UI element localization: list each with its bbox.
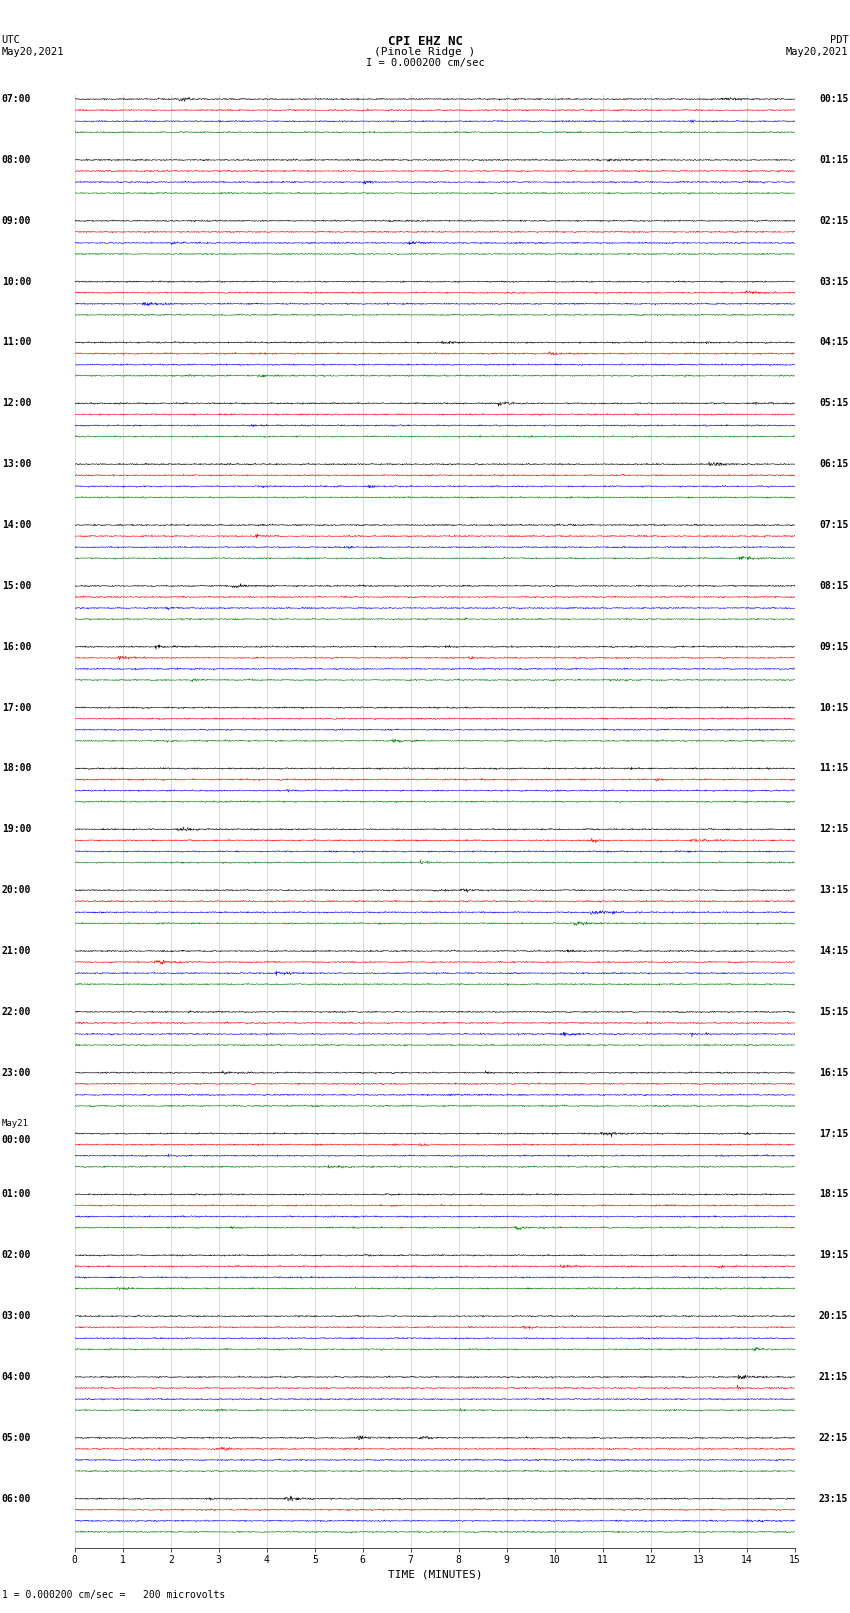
Text: 20:15: 20:15 [819, 1311, 848, 1321]
Text: 08:00: 08:00 [2, 155, 31, 165]
Text: 03:00: 03:00 [2, 1311, 31, 1321]
Text: 00:15: 00:15 [819, 94, 848, 105]
Text: 01:00: 01:00 [2, 1189, 31, 1200]
Text: 16:00: 16:00 [2, 642, 31, 652]
Text: 05:15: 05:15 [819, 398, 848, 408]
Text: 17:15: 17:15 [819, 1129, 848, 1139]
Text: 15:00: 15:00 [2, 581, 31, 590]
Text: 13:00: 13:00 [2, 460, 31, 469]
Text: 18:00: 18:00 [2, 763, 31, 774]
Text: 01:15: 01:15 [819, 155, 848, 165]
Text: 23:00: 23:00 [2, 1068, 31, 1077]
Text: 02:15: 02:15 [819, 216, 848, 226]
Text: 19:15: 19:15 [819, 1250, 848, 1260]
Text: 10:00: 10:00 [2, 277, 31, 287]
Text: 11:15: 11:15 [819, 763, 848, 774]
Text: 08:15: 08:15 [819, 581, 848, 590]
Text: 07:15: 07:15 [819, 519, 848, 531]
Text: 06:15: 06:15 [819, 460, 848, 469]
Text: 00:00: 00:00 [2, 1136, 31, 1145]
Text: 10:15: 10:15 [819, 703, 848, 713]
Text: 09:00: 09:00 [2, 216, 31, 226]
Text: 09:15: 09:15 [819, 642, 848, 652]
Text: 12:00: 12:00 [2, 398, 31, 408]
Text: 21:00: 21:00 [2, 945, 31, 957]
Text: 13:15: 13:15 [819, 886, 848, 895]
Text: 22:15: 22:15 [819, 1432, 848, 1444]
Text: 04:00: 04:00 [2, 1373, 31, 1382]
Text: 02:00: 02:00 [2, 1250, 31, 1260]
Text: 17:00: 17:00 [2, 703, 31, 713]
Text: 14:00: 14:00 [2, 519, 31, 531]
Text: 18:15: 18:15 [819, 1189, 848, 1200]
Text: 05:00: 05:00 [2, 1432, 31, 1444]
Text: 16:15: 16:15 [819, 1068, 848, 1077]
Text: May20,2021: May20,2021 [2, 47, 65, 56]
Text: CPI EHZ NC: CPI EHZ NC [388, 35, 462, 48]
Text: May21: May21 [2, 1119, 29, 1129]
Text: PDT: PDT [830, 35, 848, 45]
Text: 15:15: 15:15 [819, 1007, 848, 1016]
Text: 07:00: 07:00 [2, 94, 31, 105]
Text: (Pinole Ridge ): (Pinole Ridge ) [374, 47, 476, 56]
Text: 20:00: 20:00 [2, 886, 31, 895]
Text: May20,2021: May20,2021 [785, 47, 848, 56]
Text: 21:15: 21:15 [819, 1373, 848, 1382]
Text: 19:00: 19:00 [2, 824, 31, 834]
Text: 14:15: 14:15 [819, 945, 848, 957]
Text: 22:00: 22:00 [2, 1007, 31, 1016]
Text: UTC: UTC [2, 35, 20, 45]
Text: 04:15: 04:15 [819, 337, 848, 347]
Text: 23:15: 23:15 [819, 1494, 848, 1503]
Text: I = 0.000200 cm/sec: I = 0.000200 cm/sec [366, 58, 484, 68]
Text: 1 = 0.000200 cm/sec =   200 microvolts: 1 = 0.000200 cm/sec = 200 microvolts [2, 1590, 225, 1600]
X-axis label: TIME (MINUTES): TIME (MINUTES) [388, 1569, 482, 1579]
Text: 12:15: 12:15 [819, 824, 848, 834]
Text: 06:00: 06:00 [2, 1494, 31, 1503]
Text: 03:15: 03:15 [819, 277, 848, 287]
Text: 11:00: 11:00 [2, 337, 31, 347]
